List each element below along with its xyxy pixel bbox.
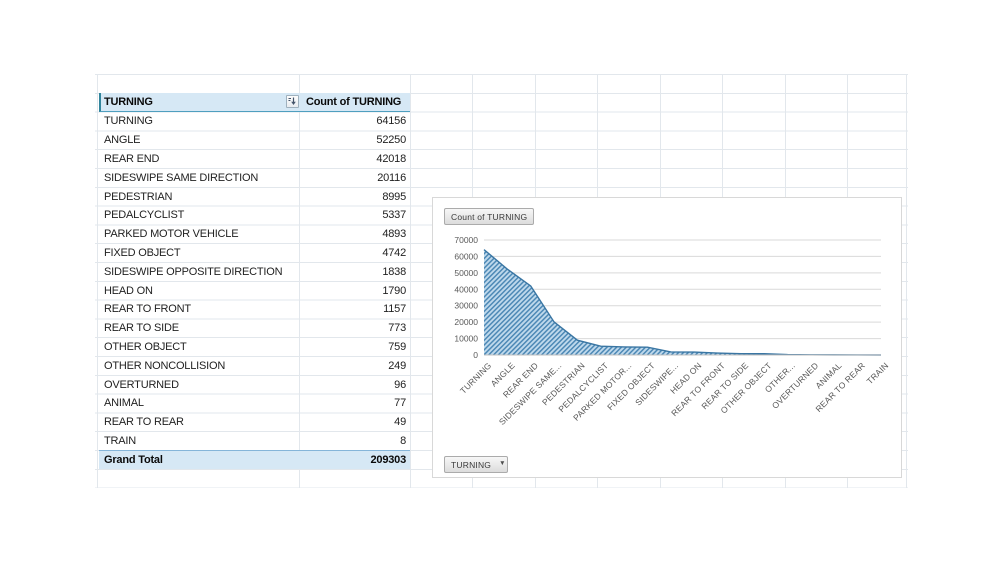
cell-category[interactable]: REAR TO REAR bbox=[104, 416, 184, 429]
cell-category[interactable]: HEAD ON bbox=[104, 284, 153, 297]
table-row: OTHER OBJECT 759 bbox=[99, 338, 410, 357]
cell-category[interactable]: SIDESWIPE OPPOSITE DIRECTION bbox=[104, 265, 283, 278]
cell-category[interactable]: PARKED MOTOR VEHICLE bbox=[104, 228, 239, 241]
cell-count[interactable]: 8995 bbox=[382, 190, 406, 203]
table-row: HEAD ON 1790 bbox=[99, 281, 410, 300]
pivot-rows: TURNING 64156 ANGLE 52250 REAR END 42018 SIDES… bbox=[99, 112, 410, 450]
table-row: ANGLE 52250 bbox=[99, 131, 410, 150]
pivot-header-count-label: Count of TURNING bbox=[306, 96, 402, 108]
table-row: PEDESTRIAN 8995 bbox=[99, 187, 410, 206]
table-row: TRAIN 8 bbox=[99, 432, 410, 451]
cell-category[interactable]: PEDALCYCLIST bbox=[104, 209, 185, 222]
svg-text:60000: 60000 bbox=[454, 251, 478, 261]
axis-field-label: TURNING bbox=[451, 459, 492, 470]
table-row: PEDALCYCLIST 5337 bbox=[99, 206, 410, 225]
table-row: FIXED OBJECT 4742 bbox=[99, 244, 410, 263]
svg-text:10000: 10000 bbox=[454, 334, 478, 344]
cell-category[interactable]: ANIMAL bbox=[104, 397, 144, 410]
cell-count[interactable]: 77 bbox=[394, 397, 406, 410]
value-field-label: Count of TURNING bbox=[451, 211, 528, 222]
table-row: REAR END 42018 bbox=[99, 150, 410, 169]
cell-category[interactable]: REAR TO SIDE bbox=[104, 322, 179, 335]
svg-text:70000: 70000 bbox=[454, 235, 478, 245]
pivot-grand-total-row: Grand Total 209303 bbox=[99, 450, 410, 470]
cell-count[interactable]: 1790 bbox=[382, 284, 406, 297]
dropdown-arrow-icon: ▼ bbox=[499, 460, 506, 468]
cell-count[interactable]: 96 bbox=[394, 378, 406, 391]
cell-count[interactable]: 4742 bbox=[382, 246, 406, 259]
table-row: REAR TO FRONT 1157 bbox=[99, 300, 410, 319]
cell-count[interactable]: 8 bbox=[400, 434, 406, 447]
cell-category[interactable]: TURNING bbox=[104, 115, 153, 128]
cell-category[interactable]: OTHER OBJECT bbox=[104, 340, 187, 353]
cell-category[interactable]: REAR TO FRONT bbox=[104, 303, 191, 316]
cell-count[interactable]: 773 bbox=[388, 322, 406, 335]
value-field-button[interactable]: Count of TURNING bbox=[444, 208, 535, 225]
cell-category[interactable]: FIXED OBJECT bbox=[104, 246, 181, 259]
cell-count[interactable]: 42018 bbox=[376, 152, 406, 165]
cell-category[interactable]: PEDESTRIAN bbox=[104, 190, 173, 203]
pivot-header-count-cell[interactable]: Count of TURNING bbox=[302, 96, 410, 108]
axis-field-button[interactable]: TURNING ▼ bbox=[444, 456, 508, 473]
grand-total-label-cell[interactable]: Grand Total bbox=[104, 454, 163, 467]
grand-total-value-cell[interactable]: 209303 bbox=[370, 454, 406, 467]
cell-count[interactable]: 249 bbox=[388, 359, 406, 372]
svg-text:TURNING: TURNING bbox=[458, 360, 493, 395]
svg-text:30000: 30000 bbox=[454, 301, 478, 311]
sort-filter-button[interactable] bbox=[286, 95, 299, 108]
cell-count[interactable]: 64156 bbox=[376, 115, 406, 128]
cell-count[interactable]: 20116 bbox=[377, 171, 406, 184]
table-row: ANIMAL 77 bbox=[99, 394, 410, 413]
table-row: TURNING 64156 bbox=[99, 112, 410, 131]
cell-count[interactable]: 5337 bbox=[382, 209, 406, 222]
y-axis-labels: 0 10000 20000 30000 40000 50000 60000 70000 bbox=[454, 235, 478, 360]
svg-text:20000: 20000 bbox=[454, 317, 478, 327]
area-chart: 0 10000 20000 30000 40000 50000 60000 70000 TURN… bbox=[454, 235, 890, 427]
cell-category[interactable]: SIDESWIPE SAME DIRECTION bbox=[104, 171, 259, 184]
table-row: PARKED MOTOR VEHICLE 4893 bbox=[99, 225, 410, 244]
cell-count[interactable]: 49 bbox=[394, 416, 406, 429]
pivot-header-row: TURNING Count of TURNING bbox=[99, 93, 410, 112]
svg-text:40000: 40000 bbox=[454, 284, 478, 294]
pivot-header-category-cell[interactable]: TURNING bbox=[101, 93, 302, 111]
cell-category[interactable]: OVERTURNED bbox=[104, 378, 179, 391]
area-series bbox=[483, 249, 882, 356]
table-row: OTHER NONCOLLISION 249 bbox=[99, 356, 410, 375]
table-row: SIDESWIPE SAME DIRECTION 20116 bbox=[99, 168, 410, 187]
cell-count[interactable]: 1838 bbox=[382, 265, 406, 278]
svg-text:0: 0 bbox=[473, 350, 478, 360]
cell-category[interactable]: OTHER NONCOLLISION bbox=[104, 359, 226, 372]
cell-category[interactable]: REAR END bbox=[104, 152, 160, 165]
pivot-chart[interactable]: 0 10000 20000 30000 40000 50000 60000 70000 TURN… bbox=[432, 197, 902, 478]
cell-count[interactable]: 4893 bbox=[382, 228, 406, 241]
svg-text:50000: 50000 bbox=[454, 268, 478, 278]
sort-descending-filter-icon bbox=[288, 97, 296, 105]
cell-count[interactable]: 1157 bbox=[383, 303, 406, 316]
cell-count[interactable]: 759 bbox=[388, 340, 406, 353]
svg-text:TRAIN: TRAIN bbox=[865, 360, 891, 386]
table-row: REAR TO REAR 49 bbox=[99, 413, 410, 432]
cell-category[interactable]: ANGLE bbox=[104, 134, 141, 147]
cell-category[interactable]: TRAIN bbox=[104, 434, 137, 447]
table-row: OVERTURNED 96 bbox=[99, 375, 410, 394]
cell-count[interactable]: 52250 bbox=[376, 134, 406, 147]
table-row: REAR TO SIDE 773 bbox=[99, 319, 410, 338]
pivot-header-category-label: TURNING bbox=[104, 96, 153, 108]
table-row: SIDESWIPE OPPOSITE DIRECTION 1838 bbox=[99, 262, 410, 281]
